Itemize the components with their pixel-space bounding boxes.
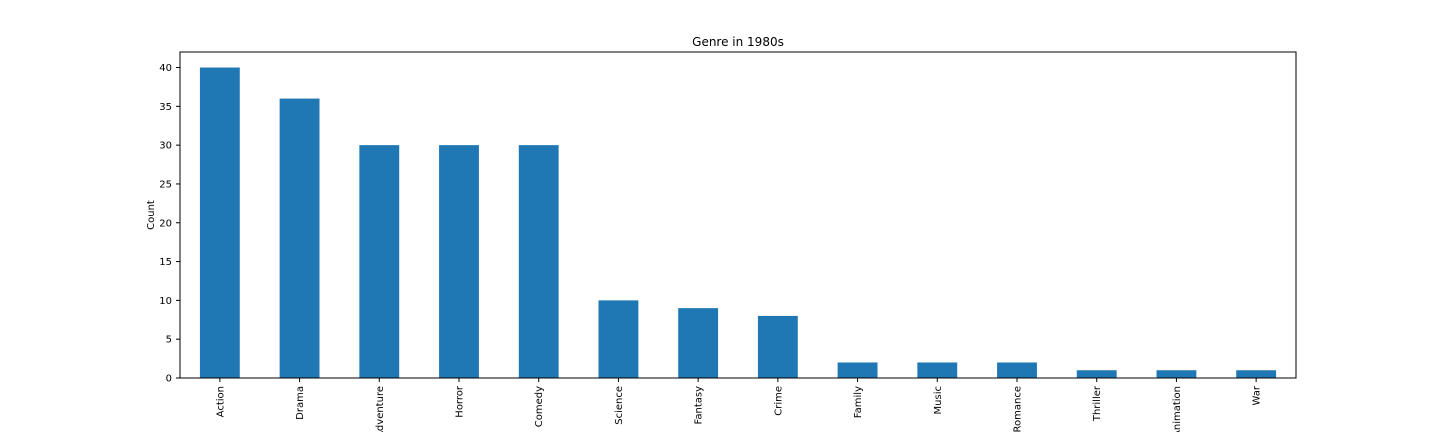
x-tick-label: War — [1252, 385, 1263, 405]
bar-music — [917, 362, 958, 378]
bar-crime — [757, 315, 798, 378]
x-tick-label: Thriller — [1092, 385, 1103, 422]
x-tick-label: Romance — [1013, 386, 1024, 432]
y-tick-label: 10 — [159, 296, 172, 307]
x-tick-label: Action — [215, 386, 226, 417]
y-tick-label: 20 — [159, 218, 172, 229]
y-tick-label: 40 — [159, 63, 172, 74]
bar-science — [598, 300, 639, 378]
x-tick-label: Music — [933, 386, 944, 414]
bar-comedy — [518, 145, 559, 378]
x-tick-label: Horror — [455, 385, 466, 418]
x-tick-label: Science — [614, 386, 625, 425]
y-tick-label: 35 — [159, 102, 172, 113]
y-tick-label: 30 — [159, 141, 172, 152]
bar-action — [199, 67, 240, 379]
y-axis-ticks: 0 5 10 15 20 25 30 35 40 — [159, 63, 180, 385]
x-tick-label: Family — [853, 386, 864, 418]
plot-area: 0 5 10 15 20 25 30 35 40 Action Drama Adventure Hor… — [159, 51, 1297, 432]
bar-thriller — [1076, 370, 1117, 378]
x-tick-label: Adventure — [375, 386, 386, 432]
bar-adventure — [359, 145, 400, 378]
bar-animation — [1156, 370, 1197, 378]
bar-drama — [279, 98, 320, 379]
bar-horror — [439, 145, 479, 378]
bar-fantasy — [678, 308, 719, 378]
y-tick-label: 25 — [159, 179, 172, 190]
axes-frame — [179, 51, 1297, 379]
x-tick-label: Fantasy — [694, 386, 705, 425]
x-tick-label: Animation — [1172, 386, 1183, 432]
y-axis-label: Count — [146, 200, 157, 230]
x-tick-label: Crime — [773, 386, 784, 416]
y-tick-label: 5 — [166, 335, 172, 346]
bar-romance — [997, 362, 1037, 378]
bar-war — [1236, 370, 1277, 378]
x-axis-ticks: Action Drama Adventure Horror Comedy Science F… — [215, 378, 1263, 432]
x-tick-label: Comedy — [534, 386, 545, 427]
bars-group — [199, 67, 1277, 379]
y-tick-label: 15 — [159, 257, 172, 268]
bar-family — [837, 362, 878, 378]
chart-title: Genre in 1980s — [692, 35, 784, 49]
x-tick-label: Drama — [295, 386, 306, 420]
y-tick-label: 0 — [166, 374, 172, 385]
